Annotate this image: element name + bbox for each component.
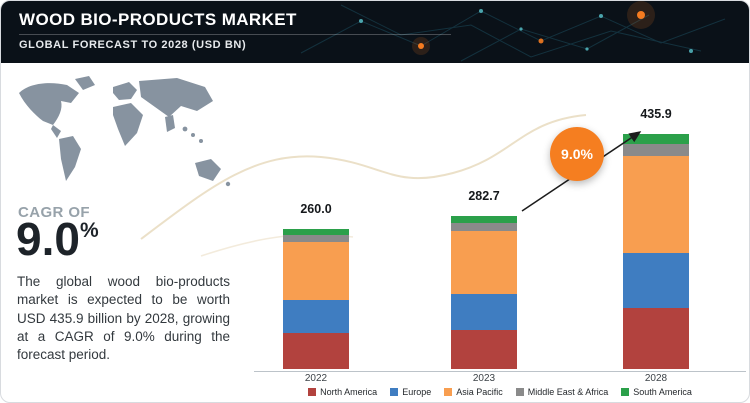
segment-south-america-2023[interactable] <box>451 216 517 224</box>
legend-item-europe[interactable]: Europe <box>390 387 431 397</box>
market-description: The global wood bio-products market is e… <box>17 274 230 363</box>
segment-south-america-2028[interactable] <box>623 133 689 145</box>
legend-item-north-america[interactable]: North America <box>308 387 377 397</box>
x-axis-label-2023: 2023 <box>472 373 496 384</box>
bar-column-2023: 282.7 2023 <box>451 189 517 384</box>
title-divider <box>19 34 451 35</box>
segment-north-america-2028[interactable] <box>623 308 689 369</box>
network-decoration <box>300 1 726 62</box>
segment-asia-pacific-2023[interactable] <box>451 231 517 295</box>
legend-label-middle-east-africa: Middle East & Africa <box>527 387 609 397</box>
bar-column-2022: 260.0 2022 <box>283 202 349 384</box>
legend-swatch-europe <box>390 388 399 396</box>
x-axis-label-2028: 2028 <box>644 373 668 384</box>
bar-total-label-2028: 435.9 <box>640 106 672 121</box>
segment-middle-east-africa-2022[interactable] <box>283 235 349 243</box>
cagr-bubble-label: 9.0% <box>561 146 593 162</box>
legend-swatch-north-america <box>308 388 317 396</box>
bar-column-2028: 435.9 2028 <box>623 107 689 384</box>
segment-asia-pacific-2028[interactable] <box>623 156 689 253</box>
legend-item-middle-east-africa[interactable]: Middle East & Africa <box>515 387 609 397</box>
segment-middle-east-africa-2023[interactable] <box>451 223 517 232</box>
header-banner: WOOD BIO-PRODUCTS MARKET GLOBAL FORECAST… <box>1 1 749 63</box>
segment-middle-east-africa-2028[interactable] <box>623 144 689 157</box>
cagr-value: 9.0% <box>16 215 99 263</box>
segment-north-america-2022[interactable] <box>283 332 349 369</box>
x-axis-line <box>254 371 746 372</box>
chart-legend: North America Europe Asia Pacific Middle Ea… <box>254 387 746 397</box>
segment-asia-pacific-2022[interactable] <box>283 242 349 300</box>
legend-label-asia-pacific: Asia Pacific <box>456 387 503 397</box>
legend-label-south-america: South America <box>633 387 692 397</box>
page-subtitle: GLOBAL FORECAST TO 2028 (USD BN) <box>19 39 247 51</box>
legend-item-asia-pacific[interactable]: Asia Pacific <box>444 387 503 397</box>
cagr-bubble: 9.0% <box>550 127 604 181</box>
cagr-percent-sign: % <box>79 219 99 242</box>
legend-swatch-south-america <box>621 388 630 396</box>
bar-2023 <box>451 216 517 369</box>
bar-total-label-2023: 282.7 <box>468 189 500 204</box>
segment-north-america-2023[interactable] <box>451 329 517 369</box>
header-titles: WOOD BIO-PRODUCTS MARKET GLOBAL FORECAST… <box>19 10 451 51</box>
legend-item-south-america[interactable]: South America <box>621 387 692 397</box>
page-title: WOOD BIO-PRODUCTS MARKET <box>19 10 297 29</box>
cagr-label: CAGR OF <box>18 204 90 221</box>
bar-2022 <box>283 228 349 369</box>
cagr-number: 9.0 <box>16 213 80 265</box>
legend-label-north-america: North America <box>320 387 378 397</box>
legend-swatch-asia-pacific <box>444 388 453 396</box>
legend-swatch-middle-east-africa <box>515 388 524 396</box>
legend-label-europe: Europe <box>402 387 432 397</box>
bar-total-label-2022: 260.0 <box>300 201 332 216</box>
x-axis-label-2022: 2022 <box>304 373 328 384</box>
segment-europe-2028[interactable] <box>623 252 689 308</box>
segment-europe-2023[interactable] <box>451 294 517 330</box>
bar-2028 <box>623 133 689 369</box>
segment-europe-2022[interactable] <box>283 299 349 333</box>
